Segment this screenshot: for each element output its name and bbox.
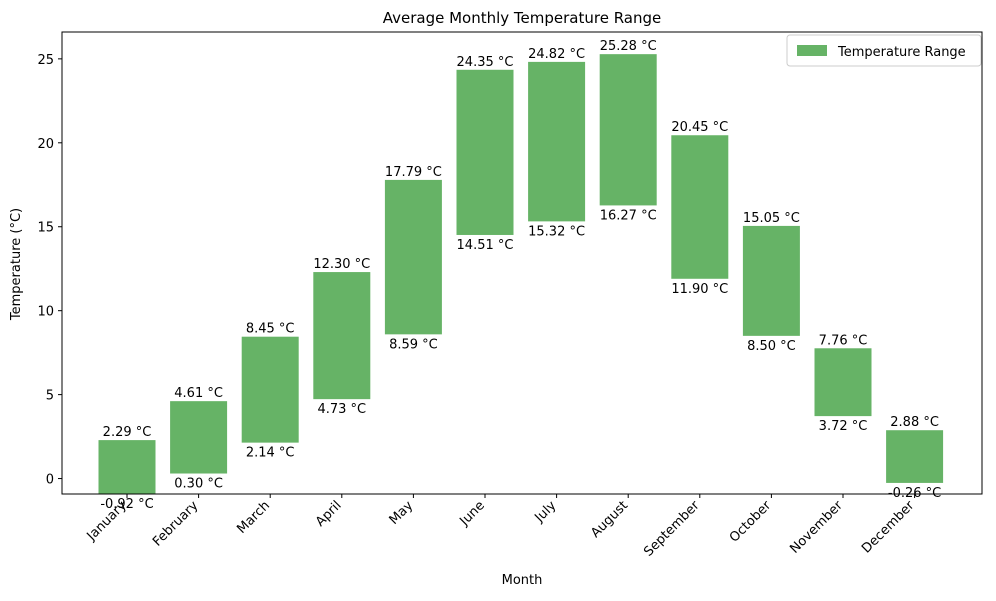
low-value-label: 15.32 °C xyxy=(528,224,585,239)
high-value-label: 12.30 °C xyxy=(313,257,370,272)
bar-february xyxy=(170,401,228,474)
x-tick-label: May xyxy=(387,498,417,528)
bars-layer xyxy=(98,54,944,494)
high-value-label: 20.45 °C xyxy=(671,120,728,135)
x-tick-label: October xyxy=(727,498,775,546)
low-value-label: 0.30 °C xyxy=(174,477,223,492)
x-tick-label: December xyxy=(859,498,918,557)
x-tick-label: February xyxy=(150,498,202,550)
chart-title: Average Monthly Temperature Range xyxy=(383,9,662,27)
high-value-label: 24.35 °C xyxy=(457,55,514,70)
low-value-label: 8.50 °C xyxy=(747,339,796,354)
x-tick-label: November xyxy=(787,498,846,557)
high-value-label: 17.79 °C xyxy=(385,165,442,180)
plot-frame xyxy=(61,31,983,495)
legend: Temperature Range xyxy=(786,34,982,67)
x-tick-label: September xyxy=(641,498,703,560)
bar-june xyxy=(456,69,514,235)
y-tick-label: 15 xyxy=(37,221,54,236)
low-value-label: 3.72 °C xyxy=(819,419,868,434)
y-axis-label: Temperature (°C) xyxy=(9,208,24,321)
low-value-label: 2.14 °C xyxy=(246,446,295,461)
y-tick-label: 10 xyxy=(37,305,54,320)
bar-april xyxy=(313,272,371,400)
x-tick-label: July xyxy=(532,498,560,526)
low-value-label: -0.26 °C xyxy=(888,486,941,501)
high-value-label: 4.61 °C xyxy=(174,386,223,401)
value-labels-layer: 2.29 °C -0.92 °C 4.61 °C 0.30 °C 8.45 °C 2.14… xyxy=(100,39,941,512)
high-value-label: 15.05 °C xyxy=(743,211,800,226)
high-value-label: 2.29 °C xyxy=(103,425,152,440)
bar-march xyxy=(241,336,299,443)
y-tick-label: 0 xyxy=(46,473,54,488)
bar-september xyxy=(671,135,729,279)
bar-august xyxy=(599,54,657,206)
bar-july xyxy=(528,61,586,222)
high-value-label: 2.88 °C xyxy=(890,415,939,430)
bar-may xyxy=(384,179,442,335)
x-tick-label: March xyxy=(234,498,273,537)
bar-november xyxy=(814,348,872,417)
legend-label: Temperature Range xyxy=(837,45,966,60)
y-tick-label: 25 xyxy=(37,53,54,68)
bar-january xyxy=(98,440,156,494)
low-value-label: 16.27 °C xyxy=(600,208,657,223)
high-value-label: 8.45 °C xyxy=(246,322,295,337)
x-tick-label: June xyxy=(456,498,487,529)
legend-swatch xyxy=(797,45,827,56)
low-value-label: 4.73 °C xyxy=(317,402,366,417)
y-tick-label: 5 xyxy=(46,389,54,404)
low-value-label: 8.59 °C xyxy=(389,337,438,352)
bar-december xyxy=(886,430,944,483)
legend-frame xyxy=(786,34,982,67)
x-axis-label: Month xyxy=(502,573,543,588)
high-value-label: 24.82 °C xyxy=(528,47,585,62)
bar-october xyxy=(742,225,800,336)
high-value-label: 7.76 °C xyxy=(819,333,868,348)
low-value-label: 11.90 °C xyxy=(671,282,728,297)
x-tick-label: August xyxy=(588,498,631,541)
low-value-label: -0.92 °C xyxy=(100,497,153,512)
y-tick-label: 20 xyxy=(37,137,54,152)
low-value-label: 14.51 °C xyxy=(457,238,514,253)
high-value-label: 25.28 °C xyxy=(600,39,657,54)
x-tick-label: April xyxy=(313,498,345,530)
